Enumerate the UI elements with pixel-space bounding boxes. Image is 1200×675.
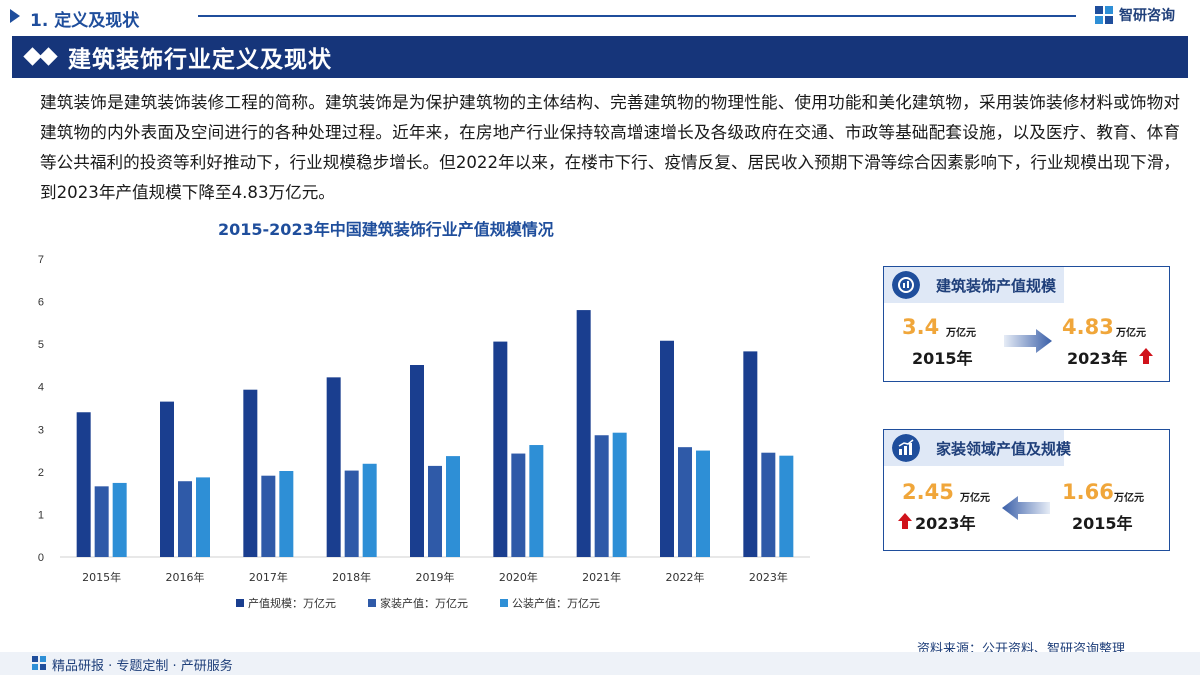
right-value: 4.83 [1062, 315, 1114, 339]
zhiyan-logo-icon [32, 656, 46, 670]
banner-title: 建筑装饰行业定义及现状 [68, 47, 332, 73]
intro-paragraph: 建筑装饰是建筑装饰装修工程的简称。建筑装饰是为保护建筑物的主体结构、完善建筑物的… [40, 93, 1180, 202]
title-banner: 建筑装饰行业定义及现状 [12, 36, 1188, 78]
y-tick-label: 6 [38, 297, 44, 309]
y-tick-label: 2 [38, 467, 44, 479]
up-arrow-icon [1139, 348, 1153, 364]
bar [743, 351, 758, 557]
footer-bar: 精品研报 · 专题定制 · 产研服务 [0, 652, 1200, 675]
section-title: 1. 定义及现状 [30, 11, 140, 31]
x-tick-label: 2018年 [332, 570, 371, 584]
bar [160, 401, 174, 557]
y-tick-label: 0 [38, 552, 44, 564]
brand-logo: 智研咨询 [1094, 5, 1175, 25]
legend-swatch [236, 599, 244, 607]
bar [696, 450, 710, 557]
y-tick-label: 7 [38, 254, 44, 266]
bar [529, 445, 544, 557]
y-tick-label: 3 [38, 424, 44, 436]
bar [660, 340, 674, 557]
y-tick-label: 5 [38, 339, 44, 351]
bar [344, 470, 359, 557]
pie-chart-icon [892, 271, 920, 299]
legend-swatch [368, 599, 376, 607]
left-value: 2.45 [902, 480, 954, 504]
bar [761, 452, 776, 557]
bar [261, 475, 276, 557]
bar [511, 453, 526, 557]
bar [493, 341, 508, 557]
x-tick-label: 2022年 [666, 570, 705, 584]
y-tick-label: 4 [38, 382, 44, 394]
bar [446, 456, 460, 557]
bar [612, 432, 627, 557]
bar [678, 447, 692, 557]
footer-text: 精品研报 · 专题定制 · 产研服务 [52, 659, 233, 674]
chart-title: 2015-2023年中国建筑装饰行业产值规模情况 [218, 220, 554, 239]
card-title: 家装领域产值及规模 [936, 440, 1072, 458]
legend-label: 家装产值：万亿元 [380, 596, 468, 610]
bar [279, 471, 294, 557]
bar [196, 477, 210, 557]
card-output-scale: 建筑装饰产值规模 3.4 万亿元 2015年 4.83 万亿元 2023年 [883, 266, 1170, 382]
left-year: 2023年 [915, 514, 976, 533]
right-year: 2023年 [1067, 349, 1128, 368]
legend-swatch [500, 599, 508, 607]
left-arrow-icon [1002, 496, 1050, 520]
zhiyan-logo-icon [1095, 6, 1113, 24]
bar [94, 486, 109, 557]
y-tick-label: 1 [38, 509, 44, 521]
brand-name: 智研咨询 [1119, 8, 1175, 24]
bar [112, 482, 127, 557]
bar [362, 463, 377, 557]
diamond-icon [12, 36, 68, 78]
right-unit: 万亿元 [1116, 328, 1146, 339]
bar [178, 481, 192, 557]
left-unit: 万亿元 [946, 328, 976, 339]
up-arrow-icon [898, 513, 912, 529]
trend-chart-icon [892, 434, 920, 462]
right-arrow-icon [1004, 329, 1052, 353]
right-value: 1.66 [1062, 480, 1114, 504]
section-divider [198, 15, 1076, 17]
bar [410, 365, 424, 557]
x-tick-label: 2015年 [82, 570, 121, 584]
left-unit: 万亿元 [960, 493, 990, 504]
legend-label: 产值规模：万亿元 [248, 596, 336, 610]
bar [326, 377, 341, 557]
bar [779, 455, 794, 557]
x-tick-label: 2017年 [249, 570, 288, 584]
bar [243, 389, 258, 557]
x-tick-label: 2023年 [749, 570, 788, 584]
bar [428, 465, 442, 557]
right-year: 2015年 [1072, 514, 1133, 533]
left-year: 2015年 [912, 349, 973, 368]
bar [594, 435, 609, 557]
bar [576, 310, 591, 557]
section-arrow-icon [10, 9, 20, 23]
right-unit: 万亿元 [1114, 493, 1144, 504]
top-section-bar: 1. 定义及现状 智研咨询 [0, 0, 1200, 34]
bar-chart: 0 1 2 3 4 5 6 7 2015年 2016年 2017年 2018年 2019年 2020年 20… [38, 254, 810, 610]
x-tick-label: 2021年 [582, 570, 621, 584]
bar [76, 412, 91, 557]
legend-label: 公装产值：万亿元 [512, 596, 600, 610]
x-tick-label: 2019年 [416, 570, 455, 584]
left-value: 3.4 [902, 315, 940, 339]
card-title: 建筑装饰产值规模 [936, 277, 1057, 295]
x-tick-label: 2016年 [166, 570, 205, 584]
x-tick-label: 2020年 [499, 570, 538, 584]
card-home-decoration: 家装领域产值及规模 2.45 万亿元 2023年 1.66 万亿元 2015年 [883, 429, 1170, 551]
